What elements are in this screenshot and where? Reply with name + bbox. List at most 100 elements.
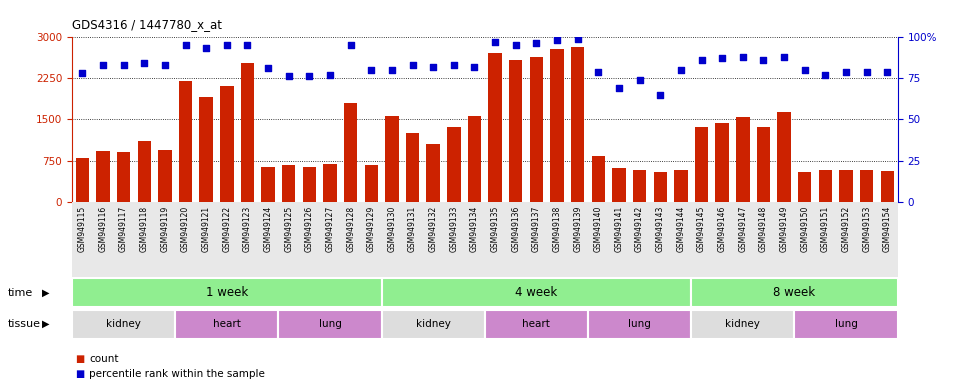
Text: GSM949135: GSM949135	[491, 206, 499, 252]
Point	[323, 72, 338, 78]
Bar	[654, 172, 667, 202]
Text: GSM949123: GSM949123	[243, 206, 252, 252]
Text: GSM949130: GSM949130	[388, 206, 396, 252]
Text: heart: heart	[522, 319, 550, 329]
Text: GSM949133: GSM949133	[449, 206, 458, 252]
Bar	[509, 60, 522, 202]
Bar	[72, 310, 175, 339]
Point	[446, 62, 462, 68]
Point	[343, 42, 358, 48]
Text: GSM949126: GSM949126	[305, 206, 314, 252]
Text: tissue: tissue	[8, 319, 40, 329]
Point	[219, 42, 234, 48]
Bar	[179, 81, 192, 202]
Text: GSM949144: GSM949144	[677, 206, 685, 252]
Bar	[588, 310, 691, 339]
Text: count: count	[89, 354, 119, 364]
Text: GSM949143: GSM949143	[656, 206, 664, 252]
Text: GSM949140: GSM949140	[594, 206, 603, 252]
Bar	[72, 278, 382, 307]
Bar	[261, 167, 275, 202]
Point	[549, 37, 564, 43]
Point	[632, 77, 647, 83]
Bar	[468, 116, 481, 202]
Bar	[117, 152, 131, 202]
Point	[777, 54, 792, 60]
Bar	[344, 103, 357, 202]
Point	[281, 73, 297, 79]
Text: ▶: ▶	[42, 288, 50, 298]
Text: GSM949138: GSM949138	[553, 206, 562, 252]
Text: GSM949146: GSM949146	[718, 206, 727, 252]
Point	[838, 68, 853, 74]
Bar	[550, 49, 564, 202]
Bar	[365, 165, 378, 202]
Text: GSM949115: GSM949115	[78, 206, 86, 252]
Bar	[633, 170, 646, 202]
Text: percentile rank within the sample: percentile rank within the sample	[89, 369, 265, 379]
Text: GSM949153: GSM949153	[862, 206, 871, 252]
Text: time: time	[8, 288, 33, 298]
Bar	[220, 86, 233, 202]
Text: 4 week: 4 week	[516, 286, 558, 299]
Point	[405, 62, 420, 68]
Text: GSM949116: GSM949116	[99, 206, 108, 252]
Bar	[76, 158, 89, 202]
Text: GSM949150: GSM949150	[801, 206, 809, 252]
Point	[384, 67, 399, 73]
Bar	[530, 57, 543, 202]
Bar	[795, 310, 898, 339]
Text: ■: ■	[75, 354, 84, 364]
Text: 1 week: 1 week	[205, 286, 248, 299]
Bar	[282, 165, 296, 202]
Text: GSM949132: GSM949132	[429, 206, 438, 252]
Text: GSM949139: GSM949139	[573, 206, 582, 252]
Text: GSM949124: GSM949124	[264, 206, 273, 252]
Text: GSM949147: GSM949147	[738, 206, 747, 252]
Point	[301, 73, 317, 79]
Text: GSM949142: GSM949142	[636, 206, 644, 252]
Text: kidney: kidney	[107, 319, 141, 329]
Point	[735, 54, 751, 60]
Point	[694, 57, 709, 63]
Bar	[736, 117, 750, 202]
Point	[797, 67, 812, 73]
Point	[425, 63, 441, 70]
Point	[653, 91, 668, 98]
Text: GSM949152: GSM949152	[842, 206, 851, 252]
Text: GSM949141: GSM949141	[614, 206, 623, 252]
Point	[859, 68, 875, 74]
Point	[756, 57, 771, 63]
Bar	[158, 150, 172, 202]
Bar	[406, 133, 420, 202]
Bar	[860, 170, 874, 202]
Point	[612, 85, 627, 91]
Bar	[612, 169, 626, 202]
Point	[714, 55, 730, 61]
Bar	[778, 112, 791, 202]
Bar	[175, 310, 278, 339]
Point	[364, 67, 379, 73]
Text: lung: lung	[834, 319, 857, 329]
Text: GSM949128: GSM949128	[347, 206, 355, 252]
Bar	[447, 127, 461, 202]
Bar	[691, 278, 898, 307]
Point	[467, 63, 482, 70]
Point	[570, 35, 586, 41]
Text: GSM949122: GSM949122	[223, 206, 231, 252]
Bar	[200, 98, 213, 202]
Bar	[382, 310, 485, 339]
Text: heart: heart	[213, 319, 241, 329]
Bar	[756, 127, 770, 202]
Bar	[695, 127, 708, 202]
Text: kidney: kidney	[726, 319, 760, 329]
Text: GSM949137: GSM949137	[532, 206, 540, 252]
Bar	[489, 53, 502, 202]
Text: GSM949134: GSM949134	[470, 206, 479, 252]
Text: GSM949151: GSM949151	[821, 206, 829, 252]
Text: GSM949136: GSM949136	[512, 206, 520, 252]
Point	[260, 65, 276, 71]
Point	[529, 40, 544, 46]
Point	[116, 62, 132, 68]
Bar	[674, 169, 687, 202]
